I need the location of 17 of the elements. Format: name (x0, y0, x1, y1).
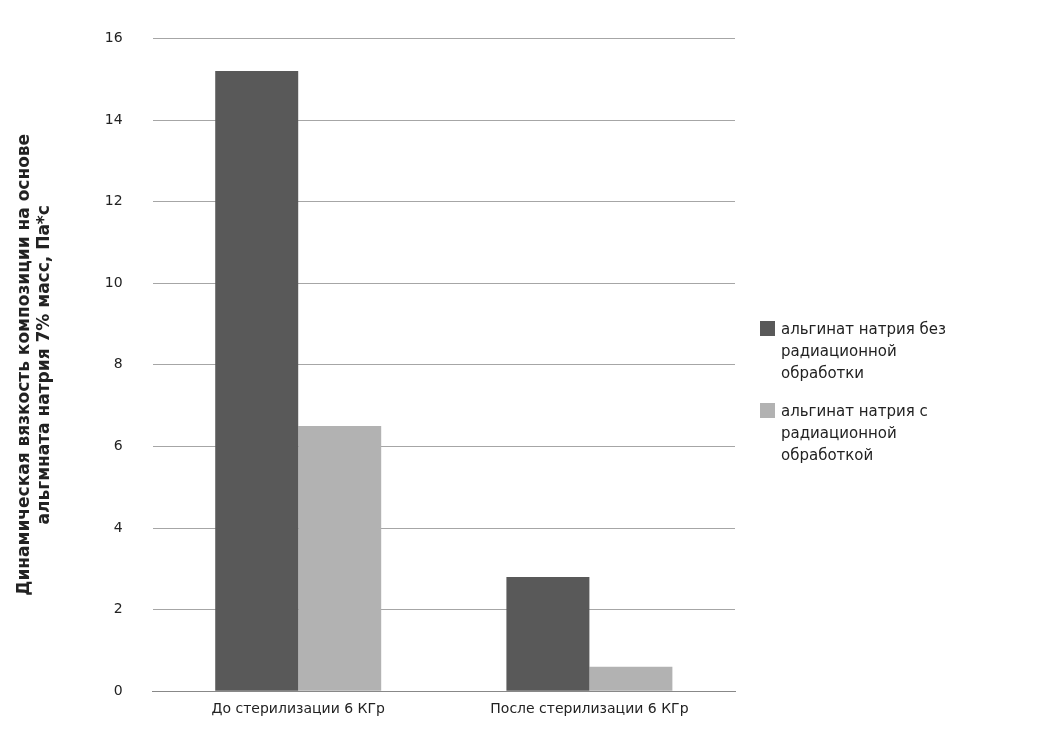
legend-label: альгинат натрия без радиационной обработки (781, 319, 947, 384)
bar (506, 576, 590, 691)
y-tick-label: 12 (104, 192, 123, 209)
y-tick-label: 8 (113, 355, 123, 372)
y-tick-label: 2 (113, 600, 123, 617)
x-tick-label: До стерилизации 6 КГр (211, 700, 386, 717)
y-tick-label: 0 (113, 681, 123, 698)
y-tick-label: 6 (113, 437, 123, 454)
y-axis-title: Динамическая вязкость композиции на основе альгмната натрия 7% масс, Па*с (12, 133, 54, 596)
y-tick-label: 16 (104, 29, 123, 46)
legend-label: альгинат натрия с радиационной обработкой (781, 401, 929, 466)
y-tick-label: 4 (113, 518, 123, 535)
x-tick-label: После стерилизации 6 КГр (490, 700, 689, 717)
y-tick-label: 10 (104, 273, 123, 290)
y-tick-label: 14 (104, 110, 123, 127)
bar (589, 666, 673, 691)
bar (215, 71, 299, 691)
